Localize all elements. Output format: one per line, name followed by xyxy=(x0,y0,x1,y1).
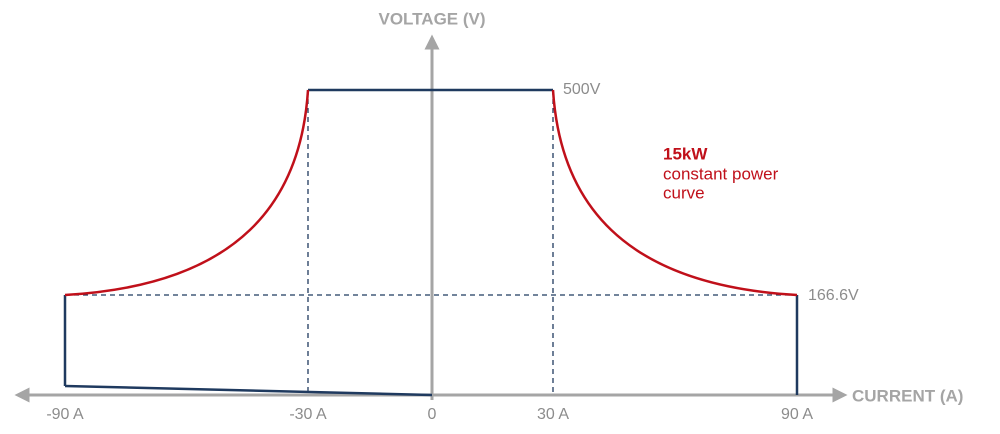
x-tick-label: 90 A xyxy=(781,406,813,423)
x-tick-label: -90 A xyxy=(46,406,84,423)
guides xyxy=(65,90,797,395)
envelope xyxy=(63,88,799,397)
envelope-bottom xyxy=(64,384,433,397)
x-tick-label: 0 xyxy=(428,406,437,423)
power-curve-right xyxy=(551,89,798,297)
y-axis-title: VOLTAGE (V) xyxy=(378,9,485,28)
annotation-line: curve xyxy=(663,183,705,202)
annotation-line: constant power xyxy=(663,164,779,183)
voltage-label: 500V xyxy=(563,81,601,98)
x-axis-title: CURRENT (A) xyxy=(852,386,963,405)
x-tick-label: 30 A xyxy=(537,406,569,423)
power-curves xyxy=(64,89,798,297)
x-tick-label: -30 A xyxy=(289,406,327,423)
annotation-power: 15kW xyxy=(663,144,708,163)
voltage-label: 166.6V xyxy=(808,287,859,304)
power-curve-left xyxy=(64,89,310,297)
